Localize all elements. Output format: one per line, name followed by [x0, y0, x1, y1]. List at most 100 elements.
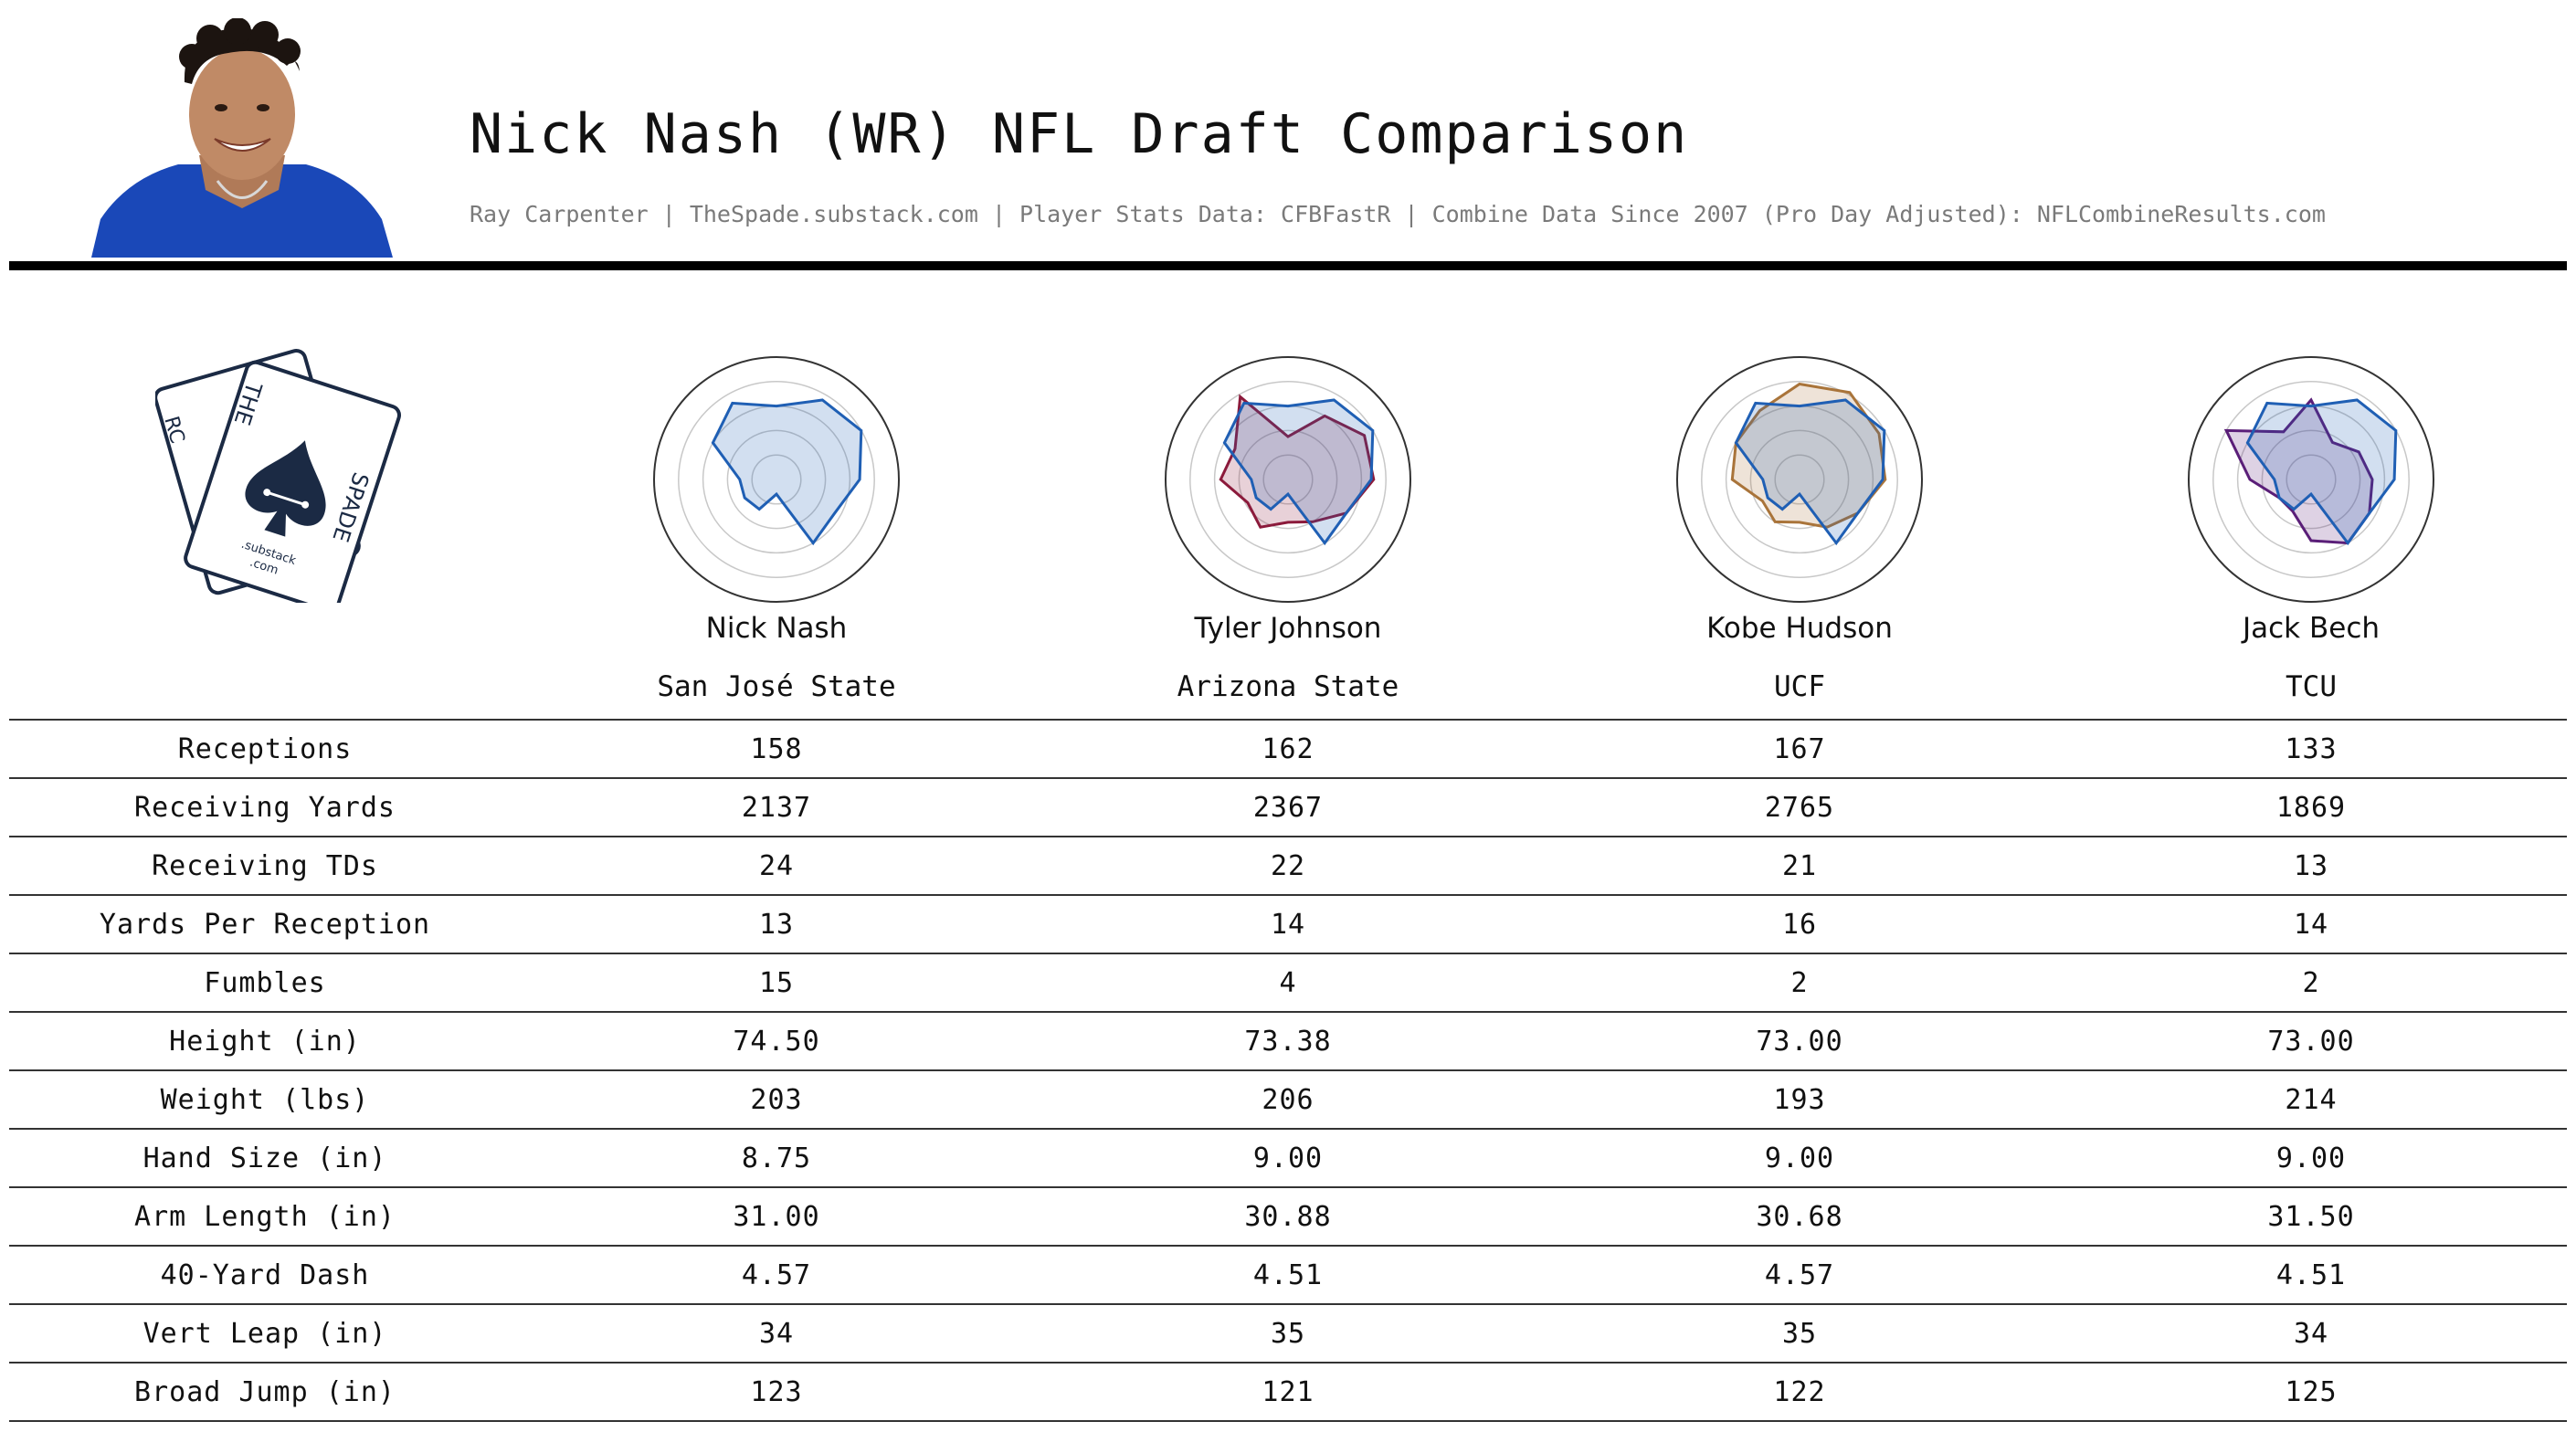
radar-chart-1	[653, 356, 900, 603]
stat-value: 73.00	[2055, 1011, 2567, 1070]
table-row: Height (in) 74.50 73.38 73.00 73.00	[9, 1011, 2567, 1070]
player-name-2: Tyler Johnson	[1194, 612, 1382, 645]
stat-label: Broad Jump (in)	[9, 1362, 521, 1422]
stat-value: 34	[2055, 1303, 2567, 1363]
stat-value: 4.51	[2055, 1245, 2567, 1304]
stat-value: 203	[521, 1069, 1032, 1129]
player-name-4: Jack Bech	[2242, 612, 2381, 645]
radar-grid-ring	[1262, 454, 1314, 505]
player-headshot	[91, 18, 393, 258]
page-title: Nick Nash (WR) NFL Draft Comparison	[470, 102, 1689, 166]
stat-value: 13	[2055, 836, 2567, 895]
stat-value: 2765	[1544, 777, 2055, 837]
table-row: Receiving TDs 24 22 21 13	[9, 836, 2567, 895]
radar-series-4	[2223, 397, 2374, 545]
table-row: Receptions 158 162 167 133	[9, 719, 2567, 778]
radar-outer-ring	[2188, 356, 2434, 603]
stat-value: 158	[521, 719, 1032, 778]
radar-outer-ring	[1676, 356, 1923, 603]
table-row: Vert Leap (in) 34 35 35 34	[9, 1303, 2567, 1363]
stat-value: 2	[1544, 953, 2055, 1012]
table-row: Fumbles 15 4 2 2	[9, 953, 2567, 1012]
stat-label: Yards Per Reception	[9, 894, 521, 953]
stat-value: 21	[1544, 836, 2055, 895]
table-row: Arm Length (in) 31.00 30.88 30.68 31.50	[9, 1186, 2567, 1246]
radar-grid-ring	[2261, 429, 2361, 530]
page-subtitle: Ray Carpenter | TheSpade.substack.com | …	[470, 201, 2326, 227]
radar-grid-ring	[751, 454, 802, 505]
stat-value: 123	[521, 1362, 1032, 1422]
stat-value: 14	[1032, 894, 1544, 953]
radar-series-base	[1734, 398, 1886, 546]
player-name-3: Kobe Hudson	[1706, 612, 1893, 645]
stat-value: 35	[1032, 1303, 1544, 1363]
stat-value: 121	[1032, 1362, 1544, 1422]
table-row: Weight (lbs) 203 206 193 214	[9, 1069, 2567, 1129]
stats-table: Receptions 158 162 167 133 Receiving Yards 213…	[9, 719, 2567, 1422]
stat-value: 22	[1032, 836, 1544, 895]
player-school-2: Arizona State	[1177, 670, 1399, 703]
stat-value: 31.50	[2055, 1186, 2567, 1246]
stat-value: 9.00	[1032, 1128, 1544, 1187]
stat-value: 206	[1032, 1069, 1544, 1129]
player-school-4: TCU	[2286, 670, 2337, 703]
radar-charts	[653, 356, 2434, 603]
stat-value: 4.57	[1544, 1245, 2055, 1304]
player-school-1: San José State	[657, 670, 896, 703]
radar-chart-2	[1165, 356, 1411, 603]
stat-label: 40-Yard Dash	[9, 1245, 521, 1304]
stat-value: 193	[1544, 1069, 2055, 1129]
table-row: Broad Jump (in) 123 121 122 125	[9, 1362, 2567, 1422]
stat-value: 30.68	[1544, 1186, 2055, 1246]
stat-value: 133	[2055, 719, 2567, 778]
stat-label: Receiving TDs	[9, 836, 521, 895]
stat-value: 214	[2055, 1069, 2567, 1129]
radar-series-2	[1219, 394, 1376, 529]
radar-series-base	[711, 398, 863, 546]
radar-outer-ring	[653, 356, 900, 603]
stat-value: 16	[1544, 894, 2055, 953]
spade-icon	[245, 440, 326, 537]
radar-grid-ring	[2212, 381, 2410, 578]
stat-value: 125	[2055, 1362, 2567, 1422]
table-row: Hand Size (in) 8.75 9.00 9.00 9.00	[9, 1128, 2567, 1187]
stat-value: 1869	[2055, 777, 2567, 837]
stat-value: 30.88	[1032, 1186, 1544, 1246]
stat-value: 73.00	[1544, 1011, 2055, 1070]
radar-series-base	[1222, 398, 1375, 546]
table-row: Yards Per Reception 13 14 16 14	[9, 894, 2567, 953]
stat-value: 9.00	[1544, 1128, 2055, 1187]
stat-value: 167	[1544, 719, 2055, 778]
radar-grid-ring	[1189, 381, 1387, 578]
radar-grid-ring	[1749, 429, 1850, 530]
player-name-1: Nick Nash	[705, 612, 848, 645]
stat-value: 73.38	[1032, 1011, 1544, 1070]
table-row: 40-Yard Dash 4.57 4.51 4.57 4.51	[9, 1245, 2567, 1304]
radar-series-base	[2245, 398, 2398, 546]
radar-grid-ring	[726, 429, 827, 530]
stat-label: Hand Size (in)	[9, 1128, 521, 1187]
stat-label: Arm Length (in)	[9, 1186, 521, 1246]
stat-value: 35	[1544, 1303, 2055, 1363]
radar-outer-ring	[1165, 356, 1411, 603]
header-divider	[9, 261, 2567, 270]
stat-label: Weight (lbs)	[9, 1069, 521, 1129]
stat-label: Fumbles	[9, 953, 521, 1012]
radar-chart-3	[1676, 356, 1923, 603]
stat-value: 34	[521, 1303, 1032, 1363]
stat-value: 9.00	[2055, 1128, 2567, 1187]
table-row: Receiving Yards 2137 2367 2765 1869	[9, 777, 2567, 837]
stat-value: 162	[1032, 719, 1544, 778]
stat-value: 74.50	[521, 1011, 1032, 1070]
stat-label: Vert Leap (in)	[9, 1303, 521, 1363]
the-spade-logo: RC THE SPADE .substack .com	[155, 349, 401, 603]
stat-value: 4.51	[1032, 1245, 1544, 1304]
stat-value: 13	[521, 894, 1032, 953]
radar-grid-ring	[1774, 454, 1825, 505]
stat-value: 31.00	[521, 1186, 1032, 1246]
radar-grid-ring	[678, 381, 875, 578]
stat-value: 122	[1544, 1362, 2055, 1422]
stat-value: 24	[521, 836, 1032, 895]
radar-grid-ring	[2286, 454, 2337, 505]
stat-value: 14	[2055, 894, 2567, 953]
